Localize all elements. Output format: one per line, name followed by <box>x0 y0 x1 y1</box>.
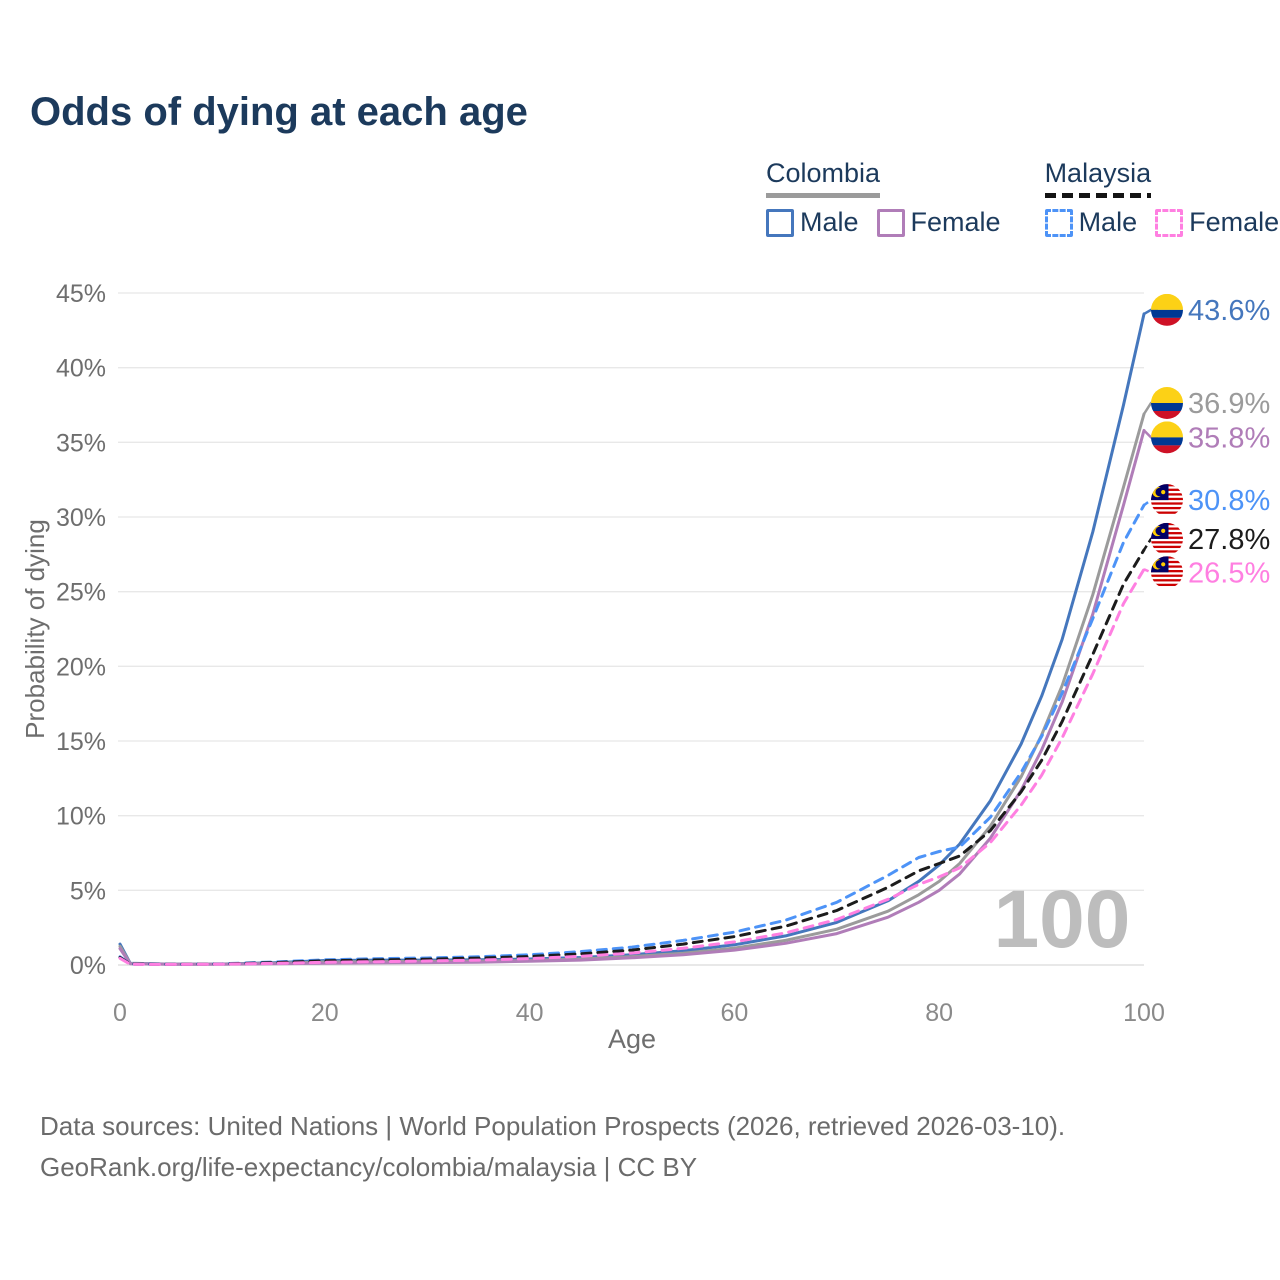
legend-country-name: Malaysia <box>1044 158 1152 198</box>
legend-item-label: Female <box>910 207 1001 237</box>
footer-data-sources: Data sources: United Nations | World Pop… <box>40 1111 1066 1141</box>
colombia-flag-icon <box>1151 294 1183 326</box>
series-line-malaysia-female <box>118 567 1146 966</box>
malaysia-flag-icon <box>1151 484 1183 516</box>
gridlines <box>118 292 1144 966</box>
legend-swatch-icon <box>876 208 905 237</box>
x-tick-label: 100 <box>1123 999 1165 1027</box>
y-tick-label: 10% <box>56 803 106 831</box>
y-tick-label: 20% <box>56 653 106 681</box>
footer-attribution: GeoRank.org/life-expectancy/colombia/mal… <box>40 1152 698 1182</box>
y-tick-label: 30% <box>56 504 106 532</box>
legend-item-malaysia-male[interactable]: Male <box>1044 207 1138 238</box>
x-axis-title: Age <box>608 1024 656 1054</box>
page-title: Odds of dying at each age <box>30 90 528 134</box>
legend-item-malaysia-female[interactable]: Female <box>1155 207 1279 238</box>
legend-line-style-sample <box>766 193 881 198</box>
y-axis-title: Probability of dying <box>20 519 50 739</box>
y-tick-label: 0% <box>70 952 106 980</box>
series-line-malaysia-both-sexes <box>118 548 1146 966</box>
legend-items: Male Female <box>1044 207 1279 238</box>
age-counter-watermark: 100 <box>994 874 1131 965</box>
y-tick-label: 35% <box>56 429 106 457</box>
y-tick-label: 45% <box>56 280 106 308</box>
legend: Colombia Male Female Malaysia Male Female <box>766 158 1279 238</box>
y-tick-label: 15% <box>56 728 106 756</box>
legend-items: Male Female <box>766 207 1001 238</box>
y-tick-label: 40% <box>56 355 106 383</box>
legend-item-label: Female <box>1189 207 1280 237</box>
x-tick-label: 60 <box>720 999 748 1027</box>
series-line-malaysia-male <box>118 503 1146 966</box>
series-line-colombia-male <box>118 312 1146 966</box>
colombia-flag-icon <box>1151 387 1183 419</box>
x-tick-label: 20 <box>311 999 339 1027</box>
y-tick-label: 25% <box>56 579 106 607</box>
x-tick-label: 0 <box>113 999 127 1027</box>
legend-item-label: Male <box>1078 207 1138 237</box>
colombia-flag-icon <box>1151 421 1183 453</box>
end-label-value: 43.6% <box>1188 295 1270 327</box>
x-tick-label: 80 <box>925 999 953 1027</box>
series-end-labels: 43.6% 36.9%35.8% 30.8% 27.8%26.5% <box>1142 294 1270 589</box>
x-tick-label: 40 <box>516 999 544 1027</box>
legend-swatch-icon <box>1155 208 1184 237</box>
footer: Data sources: United Nations | World Pop… <box>40 1106 1065 1188</box>
series-lines <box>118 312 1146 966</box>
legend-line-style-sample <box>1044 193 1152 198</box>
legend-group-malaysia: Malaysia Male Female <box>1044 158 1279 238</box>
y-axis-tick-labels: 0% 5% 10% 15% 20% 25% 30% 35% 40% 45% <box>56 280 106 980</box>
legend-item-label: Male <box>800 207 859 237</box>
end-label-value: 36.9% <box>1188 388 1270 420</box>
malaysia-flag-icon <box>1151 556 1183 588</box>
legend-country-label: Malaysia <box>1044 158 1152 188</box>
x-axis-tick-labels: 0 20 40 60 80 100 <box>113 999 1165 1027</box>
end-label-value: 26.5% <box>1188 557 1270 589</box>
legend-item-colombia-male[interactable]: Male <box>766 207 859 238</box>
legend-item-colombia-female[interactable]: Female <box>876 207 1001 238</box>
legend-swatch-icon <box>766 208 794 237</box>
legend-country-label: Colombia <box>766 158 881 188</box>
end-label-value: 30.8% <box>1188 485 1270 517</box>
y-tick-label: 5% <box>70 877 106 905</box>
legend-swatch-icon <box>1044 208 1073 237</box>
end-label-value: 27.8% <box>1188 524 1270 556</box>
series-line-colombia-both-sexes <box>118 412 1146 966</box>
end-label-value: 35.8% <box>1188 422 1270 454</box>
series-line-colombia-female <box>118 428 1146 966</box>
malaysia-flag-icon <box>1151 523 1183 555</box>
legend-country-name: Colombia <box>766 158 881 198</box>
legend-group-colombia: Colombia Male Female <box>766 158 1001 238</box>
